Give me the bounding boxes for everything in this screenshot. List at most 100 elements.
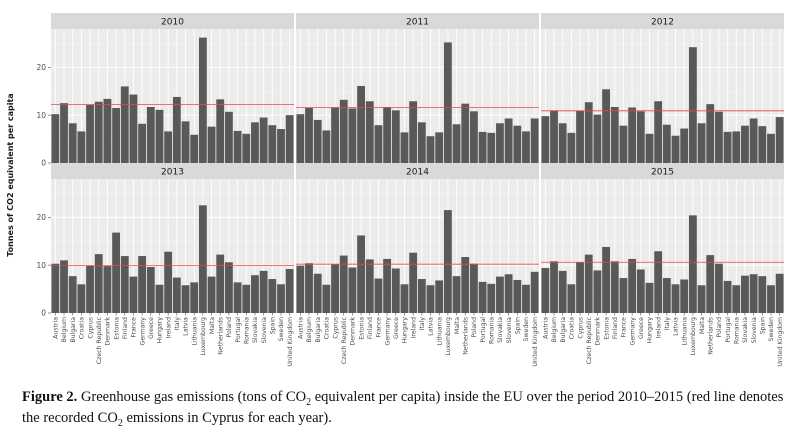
facet-strip [51, 13, 294, 29]
bar-austria [51, 263, 60, 313]
x-tick-label: Slovakia [252, 317, 259, 343]
bar-sweden [522, 131, 530, 163]
facet-title: 2012 [651, 18, 674, 28]
bar-portugal [233, 282, 242, 313]
bar-cyprus [576, 262, 584, 313]
x-tick-label: Luxembourg [690, 317, 697, 356]
facet-panel-2013: 2013 0 10 20 Austria Belgium Bulgaria Croatia Cy… [36, 163, 294, 367]
x-tick-label: United Kingdom [287, 317, 294, 367]
x-tick-label: Czech Republic [341, 316, 348, 364]
bar-finland [120, 86, 129, 163]
x-tick-label: Czech Republic [586, 316, 593, 364]
bar-slovenia [749, 274, 758, 313]
bar-portugal [478, 281, 487, 313]
bar-germany [628, 258, 637, 313]
x-tick-label: Ireland [165, 317, 172, 338]
x-tick-label: Sweden [768, 317, 775, 342]
bar-bulgaria [558, 123, 567, 163]
bar-malta [207, 276, 216, 313]
bar-greece [391, 268, 400, 313]
bar-romania [487, 132, 496, 163]
bar-italy [417, 279, 426, 313]
bar-luxembourg [688, 47, 697, 163]
bar-germany [138, 123, 147, 163]
facet-strip [51, 163, 294, 179]
bar-slovenia [259, 270, 268, 313]
bar-spain [268, 279, 277, 313]
y-tick-label: 0 [41, 309, 46, 318]
bar-finland [120, 256, 129, 313]
bar-germany [383, 258, 392, 313]
bar-sweden [767, 285, 775, 313]
bar-poland [225, 262, 233, 313]
bar-poland [715, 263, 723, 313]
bar-austria [51, 114, 60, 163]
bar-hungary [645, 282, 654, 313]
x-tick-label: Finland [367, 317, 374, 339]
x-tick-label: Lithuania [681, 317, 688, 346]
bar-france [619, 125, 628, 163]
bar-croatia [322, 130, 331, 163]
bar-cyprus [331, 107, 339, 163]
x-tick-label: Denmark [350, 317, 357, 346]
bar-czech-republic [94, 101, 103, 163]
bar-czech-republic [339, 99, 348, 163]
bar-ireland [409, 252, 418, 313]
facet-title: 2011 [406, 18, 429, 28]
x-tick-label: Slovakia [497, 317, 504, 343]
facet-strip [296, 13, 539, 29]
x-tick-label: Cyprus [577, 317, 584, 339]
bar-estonia [357, 85, 365, 163]
bar-united-kingdom [775, 273, 784, 313]
bar-bulgaria [313, 119, 322, 163]
x-tick-label: Italy [419, 317, 426, 331]
bar-slovakia [251, 275, 259, 313]
bar-sweden [522, 284, 530, 313]
y-tick-label: 10 [36, 111, 46, 120]
facet-panel-2012: 2012 [541, 13, 784, 164]
x-tick-label: Spain [515, 317, 522, 334]
bar-croatia [567, 132, 576, 163]
bar-lithuania [680, 128, 689, 163]
bar-latvia [426, 136, 435, 163]
x-tick-label: Czech Republic [96, 316, 103, 364]
bar-denmark [103, 266, 112, 313]
x-tick-label: Ireland [410, 317, 417, 338]
y-tick-label: 20 [36, 213, 46, 222]
bar-cyprus [331, 264, 339, 313]
bar-greece [146, 267, 155, 313]
x-tick-label: France [621, 317, 628, 338]
bar-united-kingdom [530, 118, 539, 163]
x-tick-label: Spain [270, 317, 277, 334]
bar-malta [452, 276, 461, 313]
x-tick-label: Portugal [725, 317, 732, 343]
x-tick-label: Belgium [551, 317, 558, 342]
figure-caption: Figure 2. Greenhouse gas emissions (tons… [22, 387, 792, 429]
bar-netherlands [216, 254, 225, 313]
bar-hungary [400, 132, 409, 163]
bar-austria [296, 265, 305, 313]
caption-text-1: Greenhouse gas emissions (tons of CO [77, 389, 307, 405]
x-tick-label: Latvia [673, 317, 680, 336]
bar-romania [732, 131, 741, 163]
y-tick-label: 20 [36, 63, 46, 72]
x-tick-label: Romania [243, 317, 250, 344]
bar-belgium [60, 260, 68, 313]
bar-denmark [103, 98, 112, 163]
x-tick-label: Malta [699, 317, 706, 334]
bar-slovakia [741, 275, 749, 313]
y-axis-label: Tonnes of CO2 equivalent per capita [6, 93, 15, 256]
x-tick-label: Latvia [428, 317, 435, 336]
x-tick-label: Netherlands [217, 317, 224, 355]
bar-slovenia [749, 118, 758, 163]
x-tick-label: Denmark [595, 317, 602, 346]
x-tick-label: Sweden [278, 317, 285, 342]
bar-bulgaria [313, 273, 322, 313]
bar-denmark [593, 270, 602, 313]
x-tick-label: Finland [122, 317, 129, 339]
bar-finland [610, 107, 619, 163]
facet-title: 2010 [161, 18, 184, 28]
x-tick-label: Slovenia [751, 317, 758, 344]
x-tick-label: Slovenia [261, 317, 268, 344]
x-tick-label: Poland [471, 317, 478, 338]
